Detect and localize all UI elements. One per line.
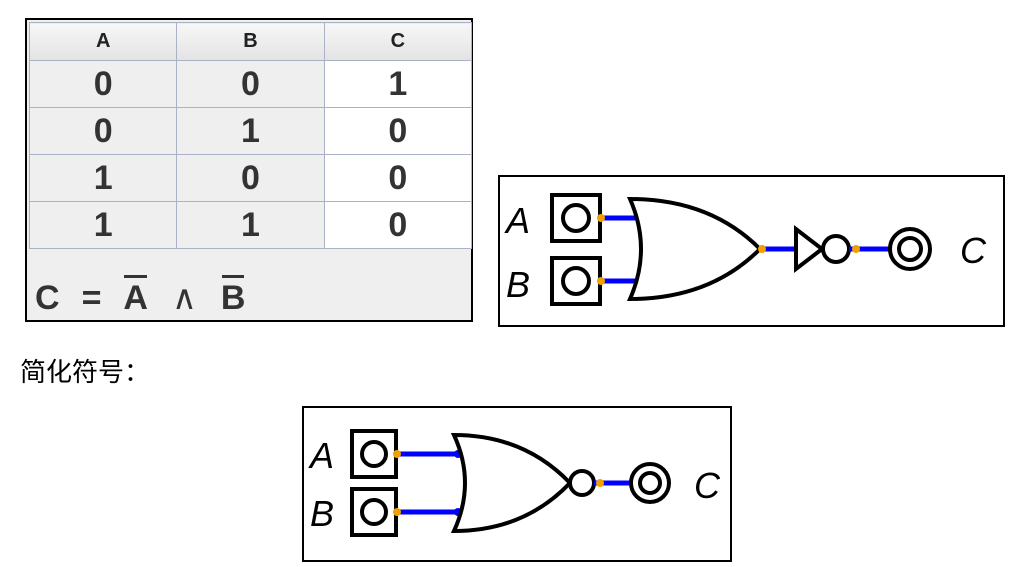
pin-dot — [596, 479, 604, 487]
expr-and-operator: ∧ — [171, 279, 197, 317]
pin-dot — [758, 245, 766, 253]
expr-equals: = — [81, 279, 102, 317]
table-row: 0 0 1 — [28, 60, 473, 108]
pin-dot — [393, 508, 401, 516]
boolean-expression: C = A ∧ B — [35, 268, 245, 318]
expr-lhs: C — [35, 279, 60, 317]
not-bubble — [821, 234, 851, 264]
output-c-label: C — [694, 465, 721, 506]
cell-c[interactable]: 0 — [323, 201, 473, 249]
circuit-or-not-diagram: A B C — [504, 193, 987, 306]
circuit-nor-diagram: A B C — [308, 429, 721, 537]
circuit-nor: A B C — [302, 406, 732, 562]
input-b-pin[interactable] — [350, 487, 398, 537]
nor-bubble — [568, 469, 596, 497]
table-row: 1 0 0 — [28, 154, 473, 202]
cell-b: 0 — [176, 154, 325, 202]
output-c-pin[interactable] — [888, 227, 932, 271]
pin-dot — [597, 214, 605, 222]
cell-a: 0 — [28, 60, 178, 108]
expr-not-a: A — [123, 275, 148, 317]
input-a-pin[interactable] — [350, 429, 398, 479]
cell-c[interactable]: 0 — [323, 107, 473, 155]
expr-not-b: B — [220, 275, 246, 317]
cell-c[interactable]: 0 — [323, 154, 473, 202]
cell-b: 1 — [176, 201, 325, 249]
truth-table-header-row: A B C — [28, 22, 473, 61]
cell-a: 0 — [28, 107, 178, 155]
input-a-label: A — [504, 200, 530, 241]
truth-table-panel: A B C 0 0 1 0 1 0 1 0 0 1 1 — [25, 18, 473, 322]
truth-table: A B C 0 0 1 0 1 0 1 0 0 1 1 — [28, 22, 473, 249]
pin-dot — [393, 450, 401, 458]
nor-gate[interactable] — [450, 432, 573, 534]
input-a-label: A — [308, 435, 334, 476]
input-b-pin[interactable] — [550, 256, 602, 306]
cell-a: 1 — [28, 201, 178, 249]
header-a: A — [28, 22, 178, 61]
cell-c[interactable]: 1 — [323, 60, 473, 108]
circuit-or-not: A B C — [498, 175, 1005, 327]
input-b-label: B — [310, 493, 334, 534]
or-gate[interactable] — [626, 196, 763, 302]
header-c: C — [323, 22, 473, 61]
output-c-label: C — [960, 230, 987, 271]
pin-dot — [852, 245, 860, 253]
output-c-pin[interactable] — [629, 462, 671, 504]
table-row: 1 1 0 — [28, 201, 473, 249]
cell-a: 1 — [28, 154, 178, 202]
input-b-label: B — [506, 264, 530, 305]
cell-b: 1 — [176, 107, 325, 155]
simplified-symbol-label: 简化符号： — [20, 358, 151, 388]
cell-b: 0 — [176, 60, 325, 108]
header-b: B — [176, 22, 325, 61]
pin-dot — [597, 277, 605, 285]
input-a-pin[interactable] — [550, 193, 602, 243]
not-gate[interactable] — [794, 224, 826, 274]
table-row: 0 1 0 — [28, 107, 473, 155]
